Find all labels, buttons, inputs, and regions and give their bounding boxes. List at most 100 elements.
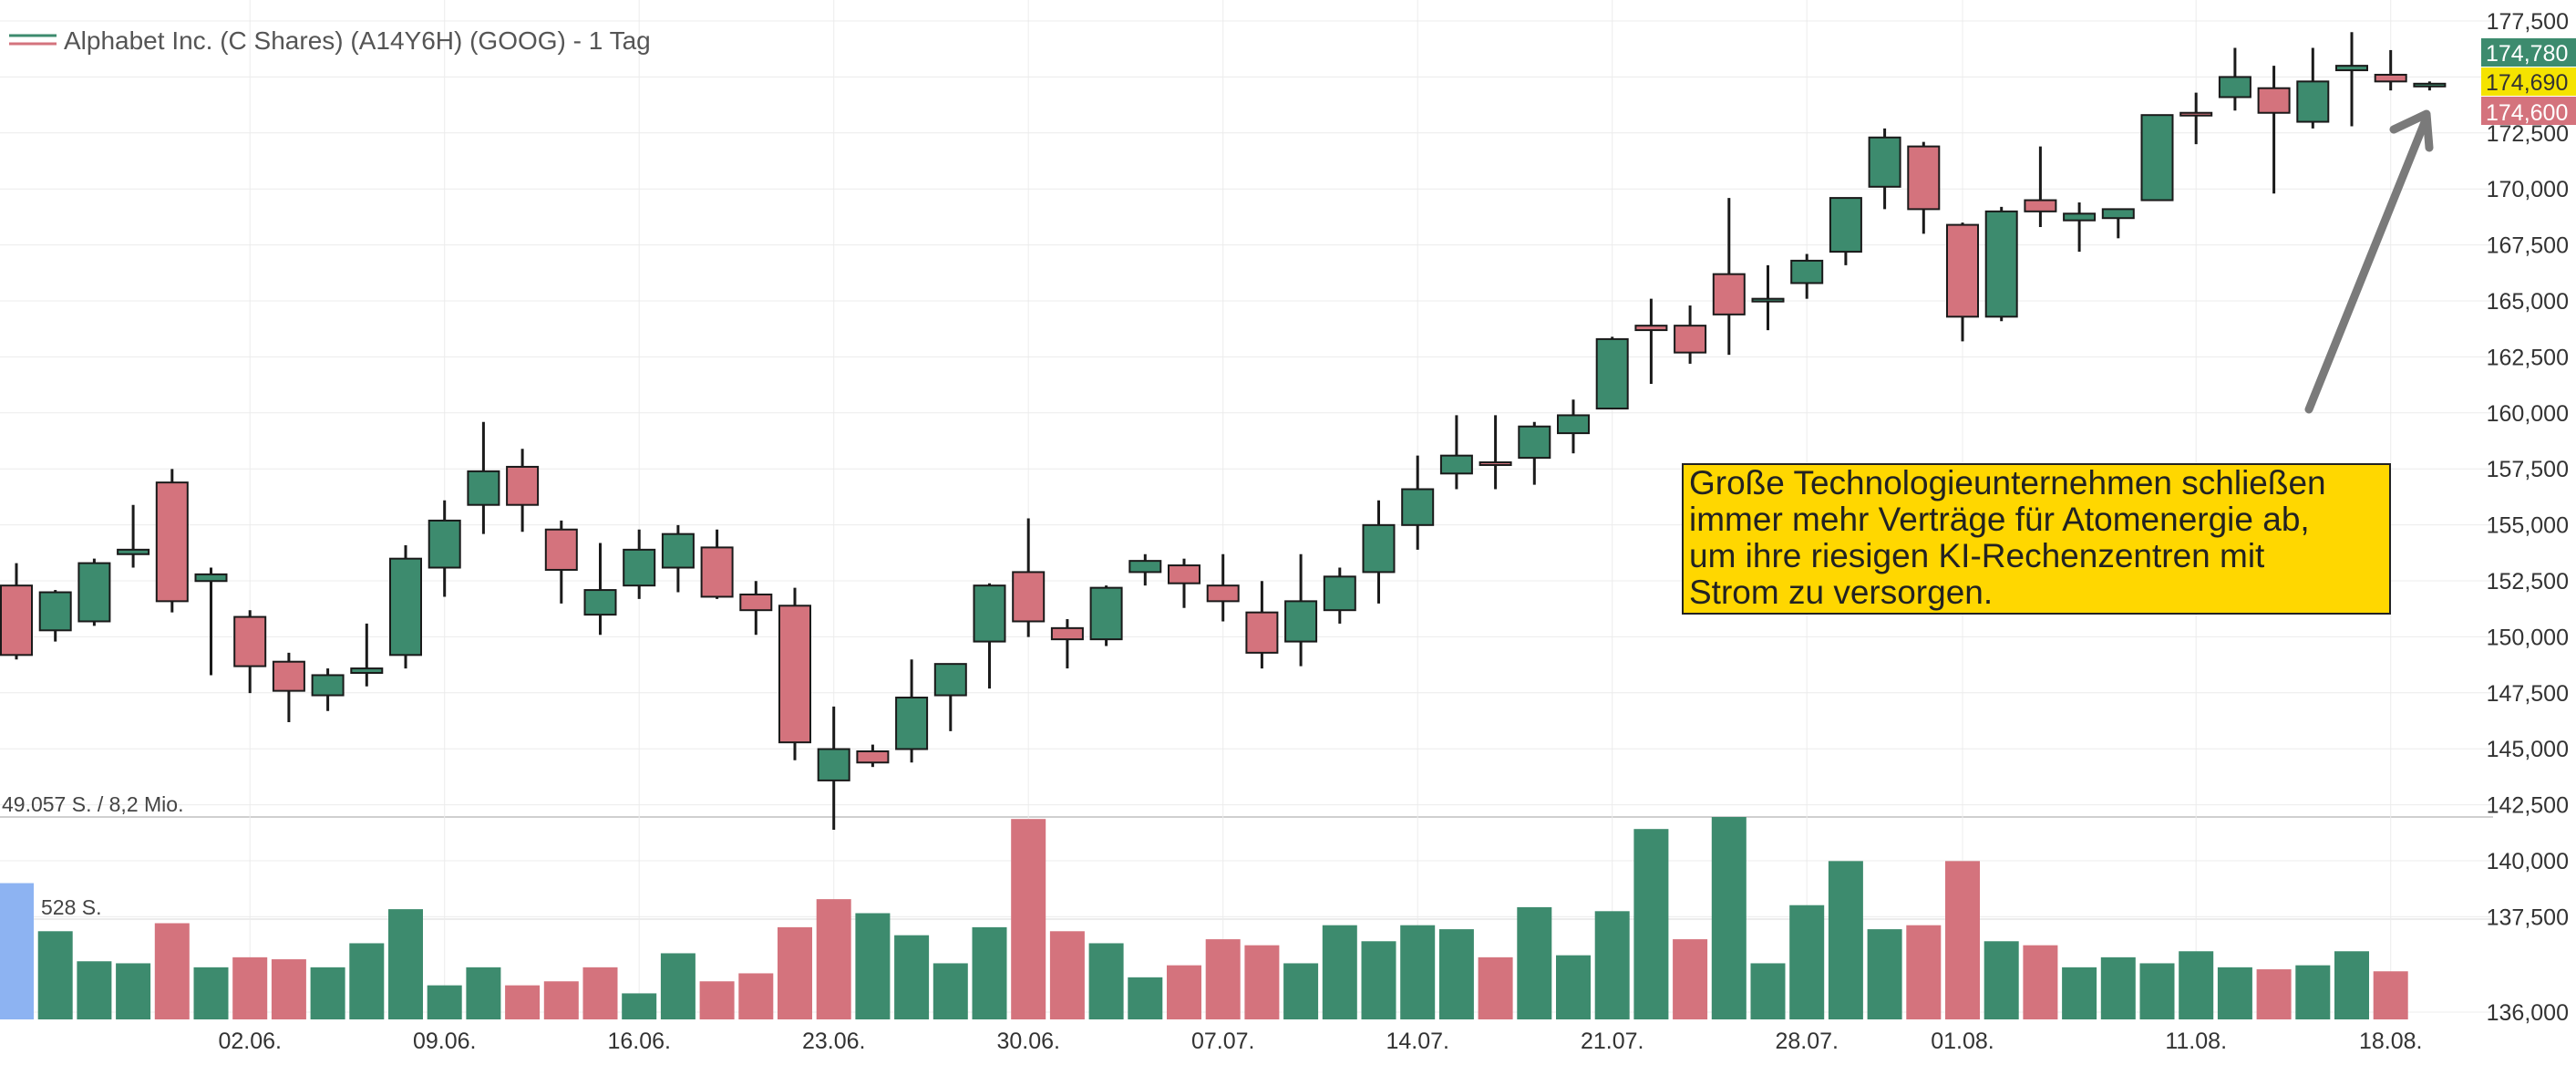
volume-bar: [1673, 939, 1708, 1019]
y-axis: 177,500175,000172,500170,000167,500165,0…: [2487, 9, 2569, 1026]
x-tick-label: 09.06.: [413, 1029, 477, 1054]
candle-body: [2140, 114, 2174, 202]
candle-body: [1245, 611, 1279, 654]
candle-body: [1751, 297, 1785, 303]
x-tick-label: 14.07.: [1386, 1029, 1449, 1054]
candle-body: [2335, 65, 2368, 72]
price-badge-high: [2481, 38, 2576, 67]
candle-body: [778, 605, 811, 744]
y-tick-label: 137,500: [2487, 905, 2569, 930]
price-badge-low: [2481, 97, 2576, 125]
volume-bar: [1400, 925, 1436, 1019]
candle-body: [1907, 145, 1941, 211]
volume-bar: [1438, 929, 1474, 1019]
volume-bar: [1828, 861, 1863, 1019]
x-tick-label: 02.06.: [218, 1029, 282, 1054]
volume-bar: [543, 981, 579, 1019]
candle-body: [1595, 337, 1629, 410]
candle-body: [1362, 523, 1396, 574]
candle-body: [1829, 197, 1862, 253]
volume-bar: [466, 967, 501, 1019]
volume-bar: [855, 913, 891, 1019]
volume-bar: [933, 963, 968, 1019]
volume-bar: [1633, 829, 1669, 1019]
candle-body: [1674, 325, 1707, 354]
volume-bar: [1322, 925, 1357, 1019]
volume-bar: [1011, 819, 1046, 1019]
annotation-box: Große Technologieunternehmen schließen i…: [1682, 463, 2391, 615]
y-tick-label: 147,500: [2487, 681, 2569, 707]
candle-body: [1634, 325, 1668, 332]
annotation-line: um ihre riesigen KI-Rechenzentren mit: [1689, 537, 2265, 574]
volume-bar: [972, 926, 1007, 1019]
candle-body: [700, 546, 734, 598]
candle-body: [2296, 80, 2330, 123]
volume-bar: [1789, 905, 1825, 1019]
candle-body: [2413, 82, 2447, 88]
candle-body: [1790, 259, 1824, 284]
trend-arrow: [2304, 109, 2434, 414]
candle-body: [1323, 575, 1356, 612]
volume-bar: [2179, 951, 2214, 1019]
volume-bar: [1128, 977, 1163, 1019]
candle-body: [1557, 414, 1590, 435]
candle-body: [428, 519, 461, 569]
candle-body: [0, 584, 33, 657]
candle-body: [1984, 210, 2018, 318]
candle-body: [389, 557, 422, 657]
x-tick-label: 18.08.: [2359, 1029, 2423, 1054]
volume-bar: [1361, 941, 1396, 1019]
y-tick-label: 152,500: [2487, 569, 2569, 595]
volume-bar: [1167, 965, 1201, 1019]
price-badge-high-text: 174,780: [2486, 41, 2568, 67]
volume-bar: [2217, 967, 2252, 1019]
candle-body: [233, 615, 267, 667]
volume-bar: [1984, 941, 2019, 1019]
candle-body: [2374, 73, 2407, 83]
volume-bar: [1867, 929, 1902, 1019]
volume-bar: [388, 909, 423, 1019]
volume-bar: [1283, 963, 1319, 1019]
price-badges: 174,780 174,690 174,600: [2481, 38, 2576, 126]
candle-body: [155, 481, 189, 603]
candle-body: [467, 470, 500, 506]
candle-body: [2063, 212, 2097, 222]
candle-body: [856, 750, 890, 764]
annotation-line: immer mehr Verträge für Atomenergie ab,: [1689, 501, 2310, 538]
volume-bar: [154, 923, 190, 1019]
candle-body: [2218, 76, 2251, 98]
y-tick-label: 155,000: [2487, 513, 2569, 539]
arrow-shaft: [2304, 118, 2429, 414]
candle-body: [1868, 136, 1901, 188]
candle-body: [1712, 273, 1746, 315]
volume-bar: [232, 956, 268, 1019]
volume-bar: [660, 953, 696, 1019]
y-tick-label: 170,000: [2487, 177, 2569, 202]
volume-bar: [427, 985, 462, 1019]
candlesticks: [0, 32, 2447, 830]
volume-bar: [2373, 971, 2408, 1019]
annotation-line: Strom zu versorgen.: [1689, 574, 1994, 611]
y-tick-label: 165,000: [2487, 289, 2569, 315]
volume-info-label: 49.057 S. / 8,2 Mio.: [2, 792, 183, 816]
volume-bar: [816, 899, 851, 1019]
price-badge-current: [2481, 67, 2576, 96]
y-tick-label: 160,000: [2487, 401, 2569, 427]
candle-body: [1284, 600, 1318, 643]
volume-bar: [1556, 955, 1591, 1019]
volume-bar: [1945, 861, 1980, 1019]
candle-body: [583, 589, 617, 616]
candle-body: [739, 593, 773, 612]
candle-body: [77, 562, 111, 623]
volume-bar: [193, 967, 229, 1019]
candle-body: [194, 573, 228, 583]
candle-body: [817, 748, 850, 781]
y-tick-label: 150,000: [2487, 625, 2569, 650]
volume-bar: [582, 967, 618, 1019]
candle-body: [350, 667, 384, 674]
volume-bar: [2295, 965, 2331, 1019]
y-tick-label: 145,000: [2487, 737, 2569, 762]
volume-bar: [2139, 963, 2175, 1019]
y-tick-label: 162,500: [2487, 345, 2569, 370]
